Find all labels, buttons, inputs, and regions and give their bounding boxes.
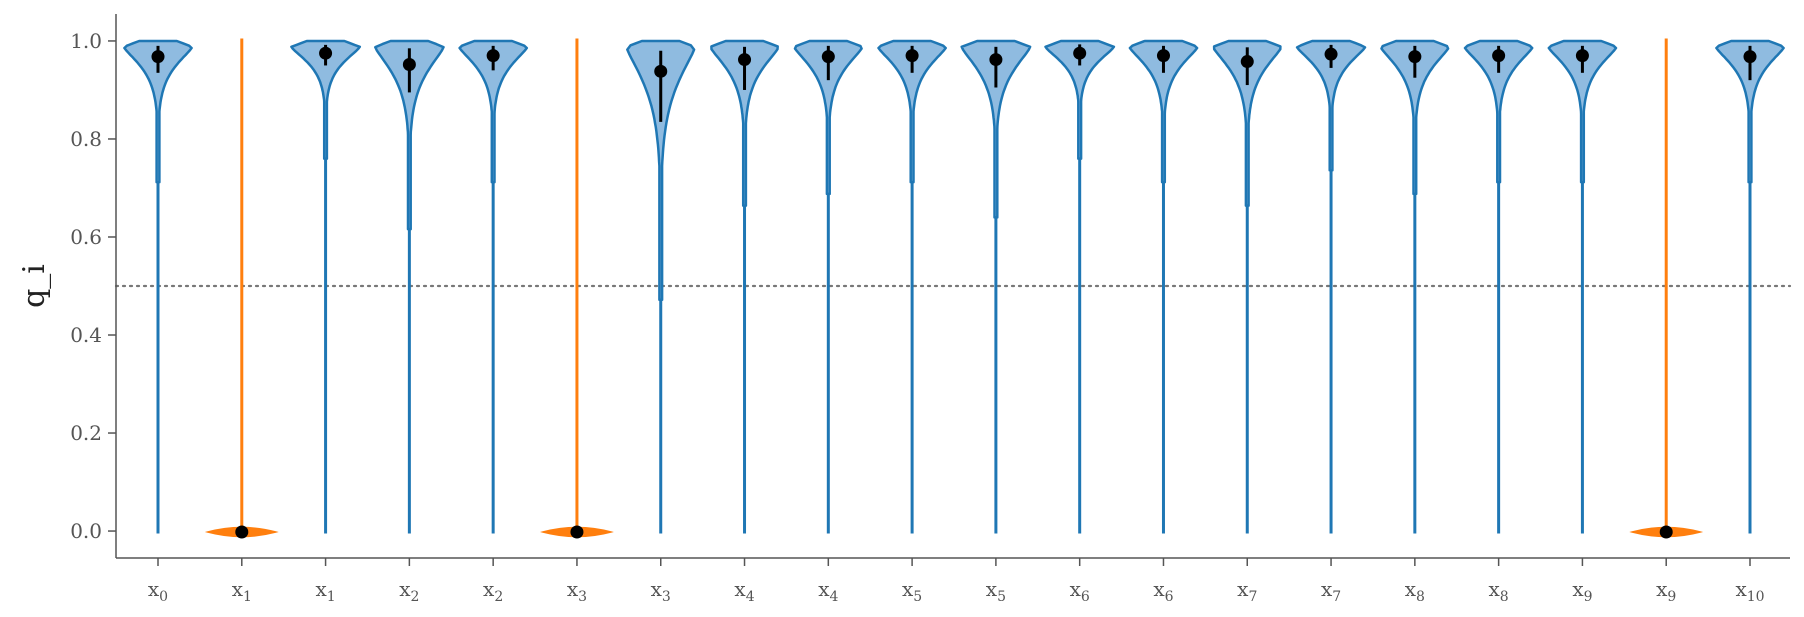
y-tick-label: 0.8 [70,127,102,151]
violin-x2-4 [458,39,529,534]
violin-x5-9 [877,39,947,534]
violins-layer [123,38,1785,539]
violin-x0-0 [123,39,193,534]
x-tick-label: x9 [1656,577,1676,605]
y-tick-label: 1.0 [70,29,102,53]
violin-body [458,39,529,184]
mean-marker [1492,49,1506,63]
x-tick-label: x2 [399,577,419,605]
x-tick-label: x5 [986,577,1006,605]
violin-x7-13 [1212,39,1282,534]
violin-body [1295,39,1367,172]
violin-body [1044,39,1116,160]
violin-x6-12 [1128,39,1199,534]
x-tick-label: x10 [1735,577,1764,605]
violin-body [1380,39,1450,196]
violin-body [877,39,947,184]
mean-marker [402,57,416,71]
mean-marker [1324,47,1338,61]
mean-marker [1073,46,1087,60]
violin-body [290,39,362,160]
mean-marker [821,50,835,64]
violin-x8-15 [1380,39,1450,534]
x-tick-label: x7 [1237,577,1257,605]
violin-x2-3 [374,39,445,534]
mean-marker [654,64,668,78]
mean-marker [151,50,165,64]
x-tick-label: x8 [1405,577,1425,605]
mean-marker [1240,55,1254,69]
violin-body [123,39,193,184]
mean-marker [1408,50,1422,64]
violin-x1-2 [290,39,362,534]
violin-x3-6 [626,39,696,534]
x-tick-label: x7 [1321,577,1341,605]
y-tick-label: 0.2 [70,421,102,445]
violin-body [1463,39,1534,184]
violin-x7-14 [1295,39,1367,534]
violin-x4-8 [793,39,863,534]
y-tick-label: 0.4 [70,323,102,347]
violin-body [626,39,696,301]
mean-marker [1659,525,1673,539]
violin-body [793,39,863,196]
violin-x8-16 [1463,39,1534,534]
x-tick-label: x6 [1153,577,1173,605]
y-tick-label: 0.6 [70,225,102,249]
x-tick-label: x0 [148,577,168,605]
mean-marker [1156,49,1170,63]
violin-x9-18 [1629,38,1704,539]
mean-marker [989,53,1003,67]
violin-x1-1 [204,38,279,539]
mean-marker [1575,49,1589,63]
x-tick-label: x6 [1070,577,1090,605]
violin-body [1547,39,1618,184]
x-tick-label: x8 [1489,577,1509,605]
violin-body [1212,39,1282,207]
mean-marker [570,525,584,539]
mean-marker [486,49,500,63]
x-tick-label: x3 [567,577,587,605]
y-tick-label: 0.0 [70,519,102,543]
x-tick-label: x4 [818,577,838,605]
mean-marker [319,46,333,60]
x-tick-label: x1 [232,577,252,605]
violin-x3-5 [540,38,614,539]
x-tick-label: x9 [1572,577,1592,605]
violin-body [374,39,445,231]
y-axis-label: q_i [17,264,52,308]
violin-x4-7 [710,39,779,534]
x-tick-label: x5 [902,577,922,605]
mean-marker [235,525,249,539]
violin-x5-10 [960,39,1032,534]
axes-layer: 0.0 0.2 0.4 0.6 0.8 1.0 x0 x1 x1 x2 x2 x3 x3 x4 x4 x5 x5… [70,14,1790,605]
violin-body [1715,39,1785,184]
violin-body [1128,39,1199,184]
mean-marker [738,53,752,67]
x-tick-label: x2 [483,577,503,605]
mean-marker [905,49,919,63]
violin-x10-19 [1715,39,1785,534]
violin-body [960,39,1032,219]
violin-body [710,39,779,207]
violin-x6-11 [1044,39,1116,534]
x-tick-label: x1 [315,577,335,605]
x-tick-label: x3 [651,577,671,605]
mean-marker [1743,50,1757,64]
x-tick-label: x4 [734,577,754,605]
violin-x9-17 [1547,39,1618,534]
